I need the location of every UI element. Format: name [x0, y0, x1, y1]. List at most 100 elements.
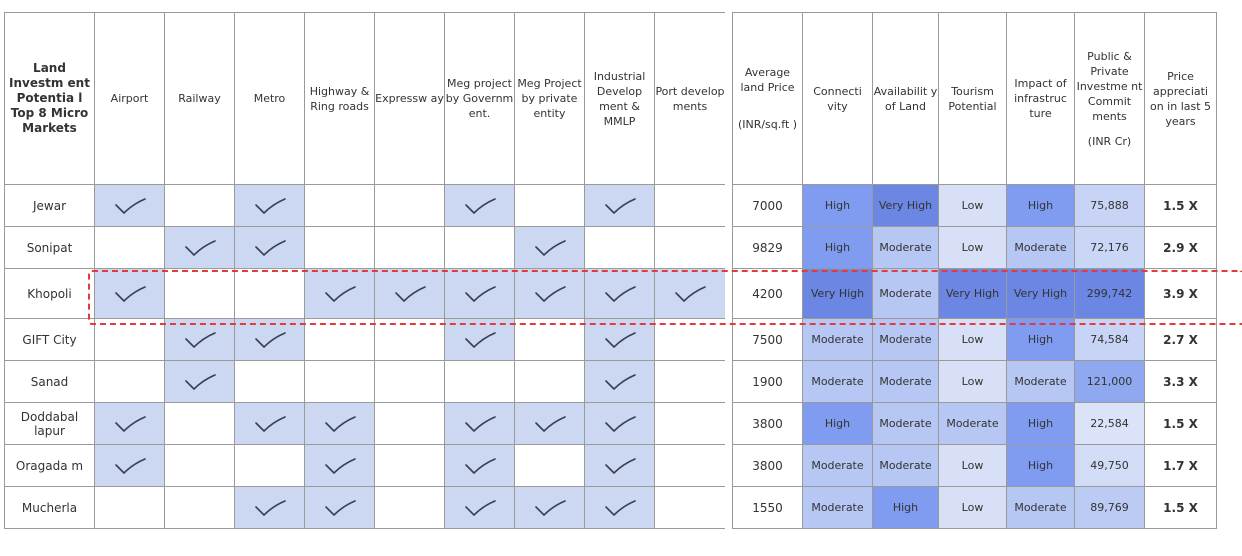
checklist-cell	[374, 402, 445, 445]
table-row: Khopoli	[4, 268, 726, 319]
header-price-appreciation: Price appreciati on in last 5 years	[1144, 12, 1217, 185]
header-connectivity-label: Connecti vity	[813, 84, 862, 113]
connectivity-cell: High	[802, 402, 873, 445]
checklist-cell	[304, 486, 375, 529]
table-row: 7000 High Very High Low High 75,888 1.5 X	[732, 184, 1217, 227]
appreciation-cell: 2.7 X	[1144, 318, 1217, 361]
tourism-cell: Low	[938, 360, 1007, 403]
checklist-cell	[94, 268, 165, 319]
checklist-cell	[374, 318, 445, 361]
checklist-cell	[94, 184, 165, 227]
checklist-cell	[234, 402, 305, 445]
checkmark-icon	[114, 285, 146, 302]
investment-cell: 22,584	[1074, 402, 1145, 445]
availability-cell: Moderate	[872, 360, 939, 403]
header-micro-markets: Land Investm ent Potentia l Top 8 Micro …	[4, 12, 95, 185]
header-average-land-price-label: Average land Price	[740, 66, 795, 94]
checkmark-icon	[254, 197, 286, 214]
checklist-cell	[654, 268, 726, 319]
appreciation-cell: 3.9 X	[1144, 268, 1217, 319]
connectivity-cell: Moderate	[802, 318, 873, 361]
checklist-cell	[654, 184, 726, 227]
header-average-land-price: Average land Price (INR/sq.ft )	[732, 12, 803, 185]
checklist-cell	[374, 486, 445, 529]
land-price-cell: 1900	[732, 360, 803, 403]
checkmark-icon	[604, 285, 636, 302]
header-investment-commitments: Public & Private Investme nt Commit ment…	[1074, 12, 1145, 185]
investment-cell: 299,742	[1074, 268, 1145, 319]
investment-cell: 89,769	[1074, 486, 1145, 529]
table-row: 4200 Very High Moderate Very High Very High 2…	[732, 268, 1217, 319]
right-header-row: Average land Price (INR/sq.ft ) Connecti…	[732, 12, 1217, 185]
header-railway: Railway	[164, 12, 235, 185]
checklist-cell	[584, 268, 655, 319]
checklist-cell	[164, 402, 235, 445]
impact-cell: High	[1006, 402, 1075, 445]
checkmark-icon	[464, 499, 496, 516]
checkmark-icon	[534, 285, 566, 302]
checklist-cell	[164, 486, 235, 529]
header-connectivity: Connecti vity	[802, 12, 873, 185]
checklist-cell	[514, 486, 585, 529]
market-name-cell: Sanad	[4, 360, 95, 403]
appreciation-cell: 1.5 X	[1144, 402, 1217, 445]
land-price-cell: 4200	[732, 268, 803, 319]
table-row: 3800 Moderate Moderate Low High 49,750 1.7 X	[732, 444, 1217, 487]
header-airport: Airport	[94, 12, 165, 185]
checklist-cell	[94, 360, 165, 403]
checklist-cell	[374, 184, 445, 227]
checklist-cell	[584, 360, 655, 403]
header-port-developments: Port develop ments	[654, 12, 726, 185]
header-highway: Highway & Ring roads	[304, 12, 375, 185]
checkmark-icon	[114, 457, 146, 474]
checklist-cell	[304, 226, 375, 269]
checklist-cell	[654, 360, 726, 403]
impact-cell: Moderate	[1006, 486, 1075, 529]
header-investment-unit: (INR Cr)	[1087, 134, 1132, 148]
checkmark-icon	[464, 197, 496, 214]
header-availability-label: Availabilit y of Land	[873, 84, 938, 113]
header-average-land-price-unit: (INR/sq.ft )	[737, 118, 798, 131]
checklist-cell	[444, 226, 515, 269]
checklist-cell	[584, 444, 655, 487]
checklist-cell	[304, 360, 375, 403]
tourism-cell: Low	[938, 226, 1007, 269]
checklist-cell	[444, 318, 515, 361]
table-row: Sanad	[4, 360, 726, 403]
checklist-cell	[584, 402, 655, 445]
checklist-cell	[234, 486, 305, 529]
header-availability-of-land: Availabilit y of Land	[872, 12, 939, 185]
investment-cell: 121,000	[1074, 360, 1145, 403]
availability-cell: Moderate	[872, 402, 939, 445]
left-header-row: Land Investm ent Potentia l Top 8 Micro …	[4, 12, 726, 185]
table-row: 3800 High Moderate Moderate High 22,584 1.5 X	[732, 402, 1217, 445]
market-name-cell: Jewar	[4, 184, 95, 227]
checklist-cell	[164, 184, 235, 227]
checkmark-icon	[534, 499, 566, 516]
checkmark-icon	[534, 239, 566, 256]
checkmark-icon	[184, 373, 216, 390]
checklist-cell	[304, 184, 375, 227]
availability-cell: Very High	[872, 184, 939, 227]
appreciation-cell: 1.7 X	[1144, 444, 1217, 487]
checkmark-icon	[604, 373, 636, 390]
availability-cell: Moderate	[872, 226, 939, 269]
land-price-cell: 3800	[732, 402, 803, 445]
checklist-cell	[304, 444, 375, 487]
checklist-cell	[514, 184, 585, 227]
table-row: Sonipat	[4, 226, 726, 269]
checklist-cell	[304, 268, 375, 319]
checkmark-icon	[324, 415, 356, 432]
market-name-cell: GIFT City	[4, 318, 95, 361]
checklist-cell	[164, 360, 235, 403]
checklist-cell	[584, 184, 655, 227]
checklist-cell	[514, 360, 585, 403]
checkmark-icon	[254, 415, 286, 432]
checklist-cell	[444, 486, 515, 529]
checklist-cell	[374, 268, 445, 319]
table-gap	[725, 12, 732, 544]
header-investment-label: Public & Private Investme nt Commit ment…	[1076, 49, 1143, 123]
checkmark-icon	[254, 239, 286, 256]
checkmark-icon	[114, 415, 146, 432]
connectivity-cell: Moderate	[802, 486, 873, 529]
